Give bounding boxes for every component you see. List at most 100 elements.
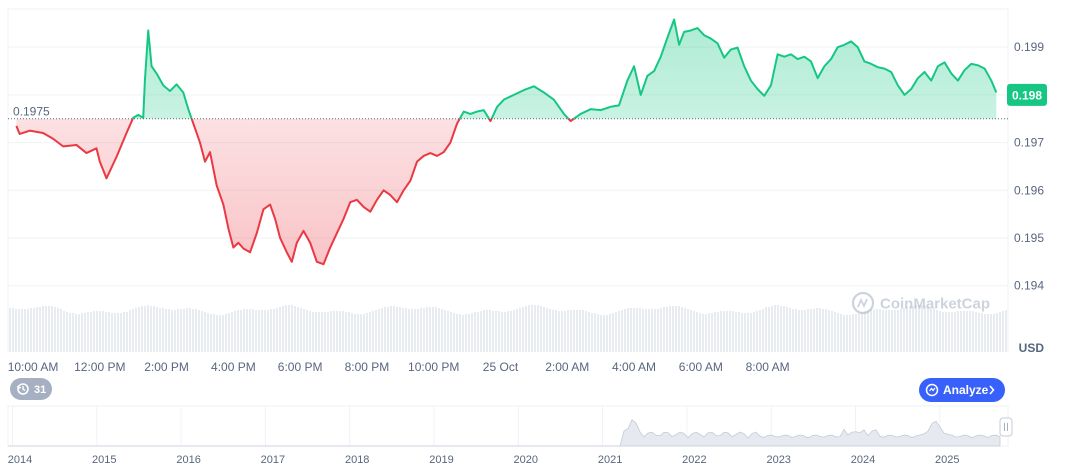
volume-bar (672, 306, 674, 352)
volume-bar (96, 311, 98, 352)
volume-bar (699, 313, 701, 352)
x-tick-label: 2:00 AM (545, 360, 589, 374)
volume-bar (870, 309, 872, 352)
volume-bar (918, 305, 920, 352)
volume-bar (837, 313, 839, 352)
volume-bar (825, 309, 827, 352)
overview-x-tick-label: 2015 (92, 454, 116, 466)
volume-bar (585, 311, 587, 352)
volume-bar (246, 309, 248, 352)
volume-bar (426, 307, 428, 352)
volume-bar (930, 308, 932, 352)
volume-bar (198, 310, 200, 352)
volume-bar (861, 312, 863, 352)
volume-bar (645, 309, 647, 352)
volume-bar (549, 309, 551, 352)
volume-bar (369, 312, 371, 352)
volume-bar (639, 308, 641, 352)
volume-bar (159, 308, 161, 352)
volume-bar (804, 310, 806, 352)
volume-bar (417, 309, 419, 352)
volume-bar (363, 314, 365, 352)
volume-bar (852, 314, 854, 352)
volume-bar (777, 305, 779, 352)
volume-bar (354, 314, 356, 352)
volume-bar (216, 315, 218, 352)
volume-bar (501, 312, 503, 352)
volume-bar (939, 311, 941, 352)
volume-bar (477, 312, 479, 352)
y-tick-label: 0.196 (1014, 183, 1044, 197)
volume-bar (534, 305, 536, 352)
volume-bar (630, 308, 632, 352)
volume-bar (393, 306, 395, 352)
volume-bar (18, 309, 20, 352)
volume-bar (795, 309, 797, 352)
volume-bar (954, 312, 956, 352)
overview-x-tick-label: 2019 (429, 454, 453, 466)
volume-bar (696, 312, 698, 352)
volume-bar (879, 309, 881, 352)
history-button[interactable]: 31 (10, 378, 52, 400)
volume-bar (78, 314, 80, 352)
y-tick-label: 0.197 (1014, 136, 1044, 150)
volume-bar (345, 312, 347, 352)
overview-drag-handle[interactable] (999, 417, 1013, 437)
volume-bar (594, 313, 596, 352)
volume-bar (174, 310, 176, 352)
volume-bar (318, 312, 320, 352)
overview-x-tick-label: 2021 (598, 454, 622, 466)
volume-bar (33, 308, 35, 352)
overview-x-tick-label: 2016 (176, 454, 200, 466)
volume-bar (57, 308, 59, 352)
overview-x-tick-label: 2020 (514, 454, 538, 466)
volume-bar (666, 307, 668, 352)
y-axis-ticks: 0.199 0.198 0.197 0.196 0.195 0.194 (1014, 40, 1044, 293)
volume-bar (615, 312, 617, 352)
volume-bar (558, 311, 560, 352)
volume-bar (135, 308, 137, 352)
volume-bar (906, 307, 908, 352)
x-tick-label: 25 Oct (483, 360, 519, 374)
volume-bar (723, 311, 725, 352)
volume-bar (771, 306, 773, 352)
volume-bar (579, 310, 581, 352)
volume-bar (663, 307, 665, 352)
volume-bar (621, 310, 623, 352)
volume-bar (465, 314, 467, 352)
volume-bar (372, 311, 374, 352)
volume-bar (252, 309, 254, 352)
volume-bar (864, 311, 866, 352)
volume-bar (627, 308, 629, 352)
overview-x-tick-label: 2017 (261, 454, 285, 466)
volume-bar (726, 311, 728, 352)
volume-bar (537, 305, 539, 352)
volume-bar (984, 314, 986, 352)
volume-bar (201, 311, 203, 352)
volume-bar (516, 309, 518, 352)
volume-bar (741, 313, 743, 352)
volume-bar (612, 313, 614, 352)
analyze-button[interactable]: Analyze (919, 378, 1005, 402)
volume-bar (561, 311, 563, 352)
volume-bar (165, 309, 167, 352)
volume-bar (351, 313, 353, 352)
volume-bar (831, 311, 833, 352)
volume-bar (72, 313, 74, 352)
volume-bar (636, 308, 638, 352)
volume-bar (600, 315, 602, 352)
volume-bar (714, 312, 716, 352)
volume-bar (93, 311, 95, 352)
volume-bar (180, 309, 182, 352)
volume-bar (846, 315, 848, 352)
volume-bar (84, 313, 86, 352)
volume-bar (279, 307, 281, 352)
volume-bar (192, 309, 194, 352)
volume-bar (711, 313, 713, 352)
volume-bar (669, 306, 671, 352)
volume-bar (108, 312, 110, 352)
y-tick-label: 0.199 (1014, 40, 1044, 54)
volume-bar (237, 310, 239, 352)
volume-bar (480, 311, 482, 352)
unit-label: USD (1019, 341, 1045, 355)
